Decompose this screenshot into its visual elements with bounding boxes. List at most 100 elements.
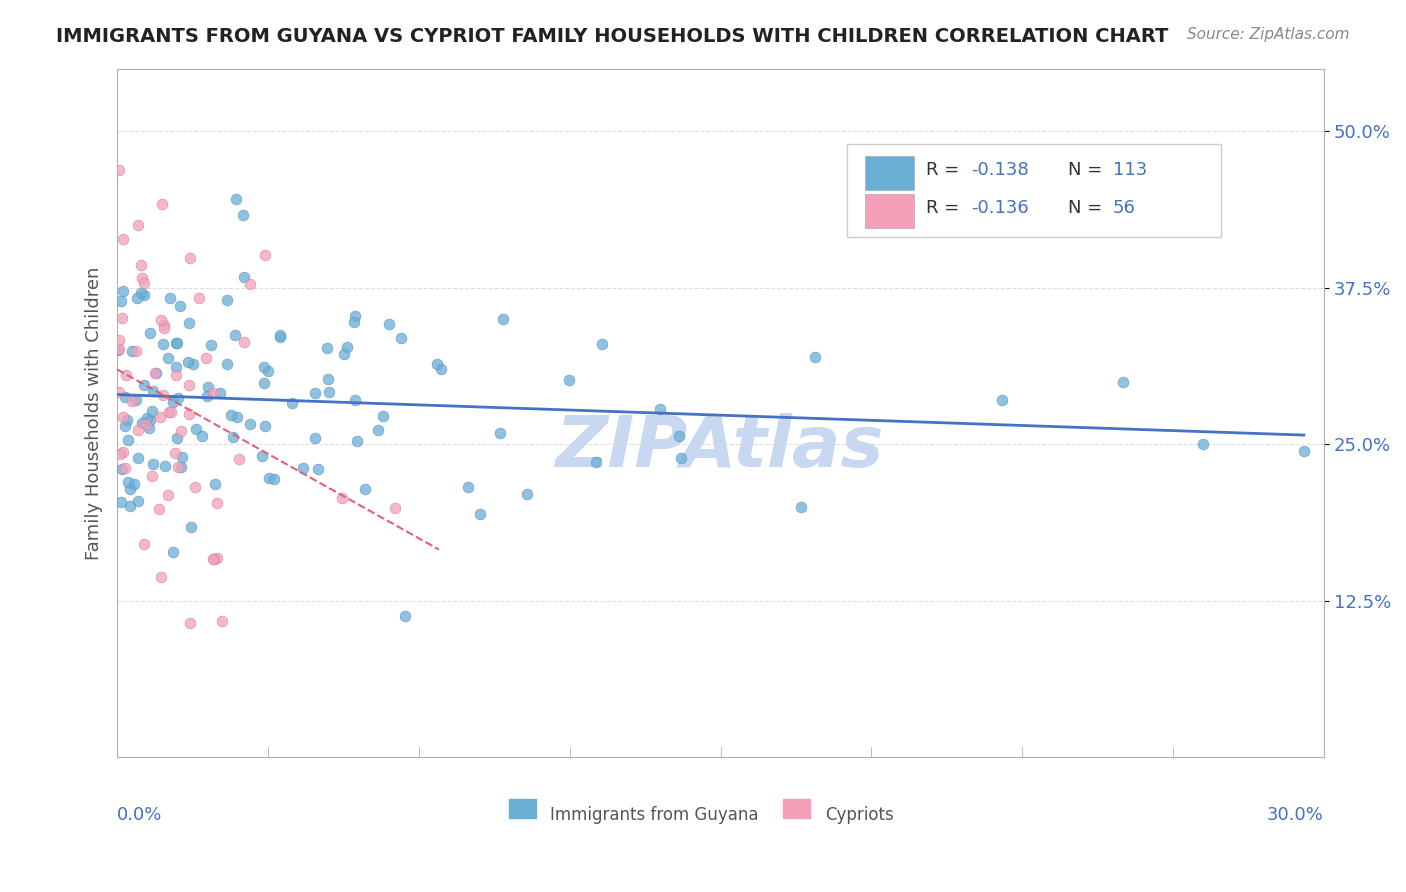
Point xyxy=(150,197,173,211)
FancyBboxPatch shape xyxy=(783,798,810,818)
Point xyxy=(353,482,375,496)
Point xyxy=(179,615,201,630)
Text: 113: 113 xyxy=(1112,161,1147,179)
Point xyxy=(232,335,254,350)
Point xyxy=(281,396,304,410)
Point xyxy=(139,413,162,427)
Point xyxy=(110,293,132,308)
Point xyxy=(1292,443,1315,458)
Point xyxy=(239,417,262,431)
Point xyxy=(991,393,1014,408)
Point xyxy=(346,434,368,448)
Point xyxy=(430,361,453,376)
Point xyxy=(233,270,256,285)
Point xyxy=(316,341,339,355)
Text: Immigrants from Guyana: Immigrants from Guyana xyxy=(550,805,758,823)
Point xyxy=(134,378,156,392)
Point xyxy=(134,288,156,302)
Point xyxy=(153,318,176,333)
Point xyxy=(138,421,160,435)
Point xyxy=(165,368,187,383)
Point xyxy=(107,343,129,357)
Point xyxy=(107,343,129,357)
Point xyxy=(378,318,401,332)
Text: N =: N = xyxy=(1069,161,1108,179)
Point xyxy=(215,357,238,371)
Point xyxy=(115,413,138,427)
Point xyxy=(202,552,225,566)
Point xyxy=(426,357,449,371)
Point xyxy=(668,428,690,442)
Point xyxy=(1192,437,1215,451)
Point xyxy=(253,359,276,374)
Point xyxy=(121,393,143,408)
Point xyxy=(232,208,254,222)
Point xyxy=(157,405,180,419)
Point xyxy=(225,193,247,207)
Point xyxy=(790,500,813,514)
Point xyxy=(159,291,181,305)
Point xyxy=(135,417,157,432)
Point xyxy=(208,385,231,400)
Point xyxy=(125,343,148,358)
Point xyxy=(585,455,607,469)
Point xyxy=(291,461,314,475)
Point xyxy=(115,368,138,382)
Point xyxy=(127,451,149,466)
Point xyxy=(239,277,262,291)
FancyBboxPatch shape xyxy=(848,145,1222,237)
Point xyxy=(112,445,135,459)
Point xyxy=(205,496,228,510)
Point xyxy=(648,402,671,417)
Text: -0.138: -0.138 xyxy=(972,161,1029,179)
Point xyxy=(194,351,217,366)
Text: 0.0%: 0.0% xyxy=(117,805,163,823)
Point xyxy=(180,520,202,534)
Point xyxy=(141,469,163,483)
Point xyxy=(344,309,367,323)
Point xyxy=(557,373,579,387)
Point xyxy=(336,340,359,354)
Point xyxy=(191,429,214,443)
Point xyxy=(304,431,326,445)
Point xyxy=(114,390,136,404)
Point xyxy=(142,384,165,399)
Point xyxy=(165,335,187,350)
Point xyxy=(169,424,191,438)
Point xyxy=(256,364,278,378)
Point xyxy=(202,552,225,566)
Point xyxy=(195,389,218,403)
Point xyxy=(254,419,277,434)
Point xyxy=(211,615,233,629)
Point xyxy=(153,320,176,334)
Point xyxy=(165,359,187,374)
Point xyxy=(204,477,226,491)
Point xyxy=(163,445,186,459)
Point xyxy=(131,416,153,430)
Point xyxy=(384,500,406,515)
Point xyxy=(304,386,326,401)
Point xyxy=(221,408,243,422)
Text: 30.0%: 30.0% xyxy=(1267,805,1324,823)
Point xyxy=(136,411,159,425)
Point xyxy=(516,487,538,501)
Text: N =: N = xyxy=(1069,200,1108,218)
Point xyxy=(127,218,149,232)
Point xyxy=(125,291,148,305)
Point xyxy=(333,347,356,361)
Point xyxy=(169,460,191,475)
Point xyxy=(114,461,136,475)
Text: IMMIGRANTS FROM GUYANA VS CYPRIOT FAMILY HOUSEHOLDS WITH CHILDREN CORRELATION CH: IMMIGRANTS FROM GUYANA VS CYPRIOT FAMILY… xyxy=(56,27,1168,45)
Point xyxy=(118,482,141,496)
Point xyxy=(108,162,131,177)
Point xyxy=(167,459,190,474)
Point xyxy=(186,422,208,436)
Point xyxy=(132,537,155,551)
Point xyxy=(207,551,229,566)
Point xyxy=(118,499,141,513)
Point xyxy=(111,284,134,298)
Point xyxy=(157,351,180,366)
Point xyxy=(141,404,163,418)
Point xyxy=(148,501,170,516)
Point xyxy=(127,423,149,437)
